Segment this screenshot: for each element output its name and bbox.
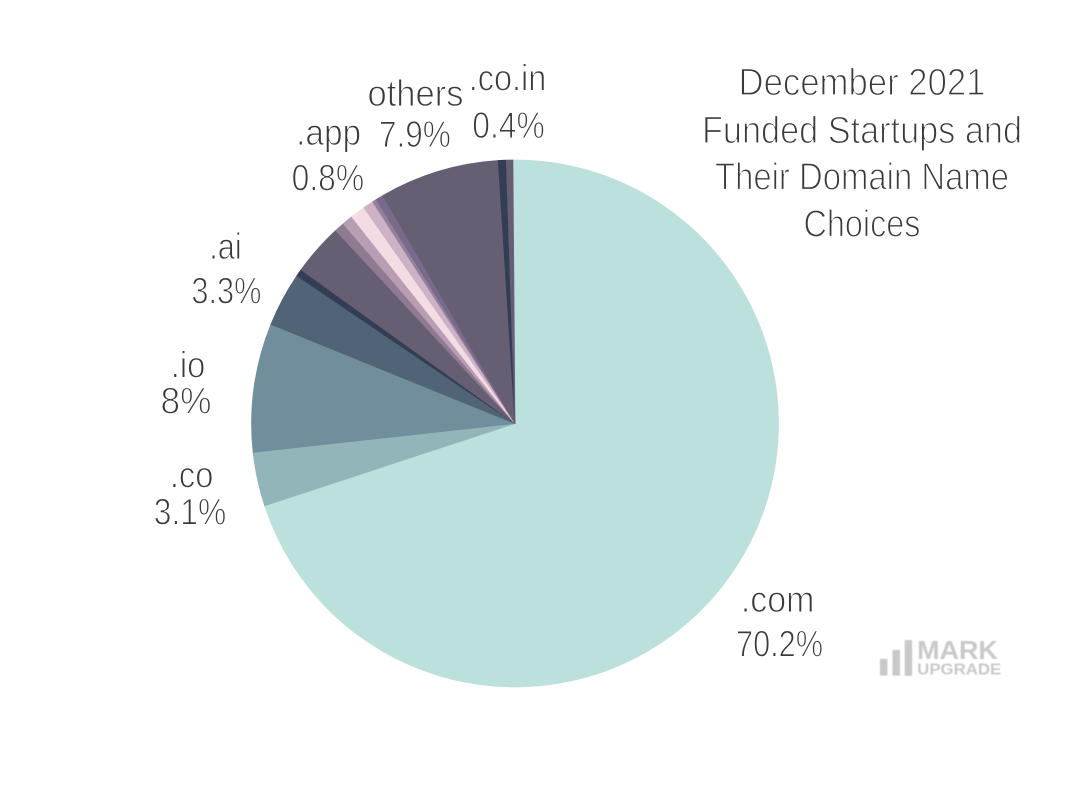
svg-text:.ai: .ai [209,226,242,267]
svg-text:December 2021: December 2021 [739,62,986,104]
svg-text:Choices: Choices [804,204,921,246]
svg-text:MARK: MARK [917,635,998,665]
svg-text:0.4%: 0.4% [472,105,545,146]
svg-text:.com: .com [741,579,815,620]
svg-text:8%: 8% [161,381,212,422]
svg-text:.io: .io [171,345,206,386]
svg-text:70.2%: 70.2% [736,624,823,665]
svg-text:.co.in: .co.in [469,58,547,99]
svg-text:Funded Startups and: Funded Startups and [702,110,1022,152]
svg-text:3.3%: 3.3% [191,271,261,312]
svg-text:UPGRADE: UPGRADE [917,662,1001,679]
svg-text:0.8%: 0.8% [292,158,365,199]
svg-text:.co: .co [170,455,214,496]
svg-text:Their Domain Name: Their Domain Name [715,157,1009,199]
svg-text:others: others [368,73,464,114]
svg-text:7.9%: 7.9% [379,114,451,155]
svg-text:3.1%: 3.1% [154,492,227,533]
svg-text:.app: .app [296,112,361,153]
